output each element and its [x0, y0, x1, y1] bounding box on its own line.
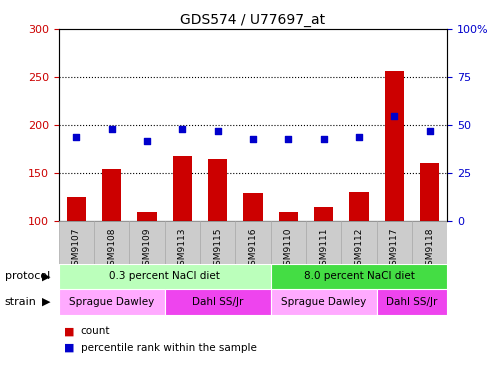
Bar	[419, 163, 439, 221]
Bar	[270, 221, 305, 264]
Bar	[102, 169, 121, 221]
Text: GSM9110: GSM9110	[284, 228, 292, 271]
Bar	[243, 193, 262, 221]
Text: ▶: ▶	[42, 271, 51, 281]
Bar	[376, 289, 447, 315]
Text: Dahl SS/Jr: Dahl SS/Jr	[386, 297, 437, 307]
Bar	[94, 221, 129, 264]
Text: GSM9113: GSM9113	[178, 228, 186, 271]
Bar	[66, 197, 86, 221]
Text: percentile rank within the sample: percentile rank within the sample	[81, 343, 256, 353]
Text: ■: ■	[63, 326, 74, 336]
Text: ■: ■	[63, 343, 74, 353]
Bar	[235, 221, 270, 264]
Bar	[270, 264, 447, 289]
Bar	[376, 221, 411, 264]
Point	[354, 134, 362, 140]
Point	[390, 113, 398, 119]
Bar	[313, 207, 333, 221]
Point	[107, 126, 115, 132]
Bar	[411, 221, 447, 264]
Text: 0.3 percent NaCl diet: 0.3 percent NaCl diet	[109, 271, 220, 281]
Bar	[278, 212, 298, 221]
Bar	[207, 159, 227, 221]
Text: 8.0 percent NaCl diet: 8.0 percent NaCl diet	[303, 271, 414, 281]
Text: ▶: ▶	[42, 297, 51, 307]
Text: GSM9116: GSM9116	[248, 228, 257, 271]
Bar	[200, 221, 235, 264]
Text: count: count	[81, 326, 110, 336]
Bar	[164, 221, 200, 264]
Point	[178, 126, 186, 132]
Bar	[270, 289, 376, 315]
Text: protocol: protocol	[5, 271, 50, 281]
Bar	[172, 156, 192, 221]
Bar	[129, 221, 164, 264]
Bar	[59, 264, 270, 289]
Bar	[137, 212, 157, 221]
Text: GSM9111: GSM9111	[319, 228, 327, 271]
Text: strain: strain	[5, 297, 37, 307]
Point	[143, 138, 151, 143]
Point	[72, 134, 80, 140]
Text: Dahl SS/Jr: Dahl SS/Jr	[192, 297, 243, 307]
Bar	[59, 221, 94, 264]
Point	[425, 128, 433, 134]
Text: GSM9109: GSM9109	[142, 228, 151, 271]
Point	[248, 136, 256, 142]
Point	[284, 136, 292, 142]
Point	[213, 128, 221, 134]
Bar	[341, 221, 376, 264]
Title: GDS574 / U77697_at: GDS574 / U77697_at	[180, 13, 325, 27]
Text: Sprague Dawley: Sprague Dawley	[69, 297, 154, 307]
Point	[319, 136, 327, 142]
Text: GSM9112: GSM9112	[354, 228, 363, 271]
Text: GSM9117: GSM9117	[389, 228, 398, 271]
Bar	[164, 289, 270, 315]
Text: GSM9115: GSM9115	[213, 228, 222, 271]
Text: GSM9107: GSM9107	[72, 228, 81, 271]
Text: Sprague Dawley: Sprague Dawley	[281, 297, 366, 307]
Bar	[305, 221, 341, 264]
Bar	[348, 192, 368, 221]
Text: GSM9118: GSM9118	[425, 228, 433, 271]
Bar	[384, 71, 403, 221]
Bar	[59, 289, 164, 315]
Text: GSM9108: GSM9108	[107, 228, 116, 271]
